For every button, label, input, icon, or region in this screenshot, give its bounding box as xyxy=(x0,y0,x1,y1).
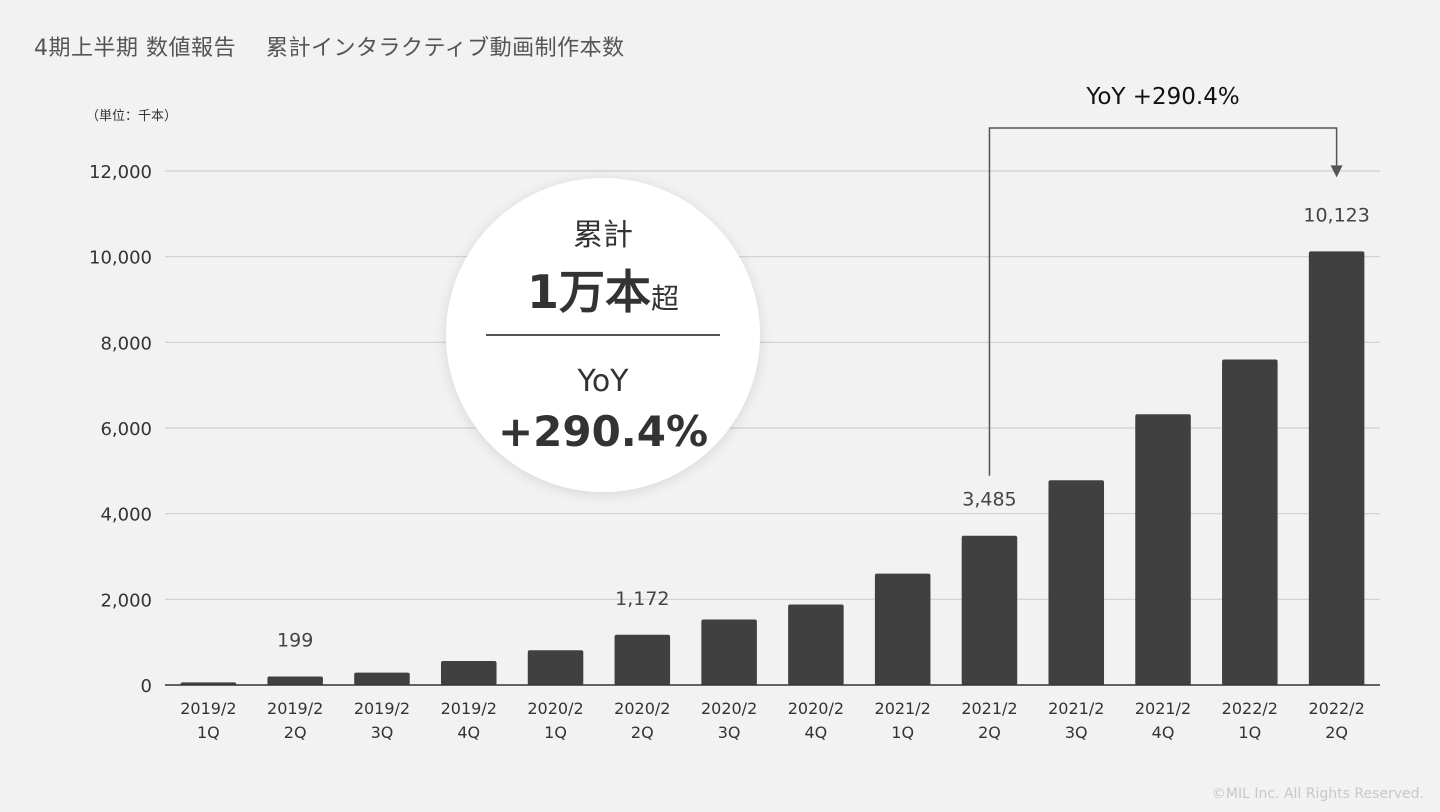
x-tick-label-year: 2020/2 xyxy=(701,699,757,718)
x-tick-label-quarter: 1Q xyxy=(1238,723,1261,742)
data-label: 199 xyxy=(277,629,313,651)
y-tick-label: 0 xyxy=(141,676,152,697)
badge-line-count: 1万本超 xyxy=(527,265,679,319)
x-tick-label-year: 2021/2 xyxy=(1135,699,1191,718)
x-tick-label-quarter: 2Q xyxy=(631,723,654,742)
bar xyxy=(788,604,844,685)
y-axis-ticks: 0 2,000 4,000 6,000 8,000 10,000 12,000 xyxy=(89,162,152,697)
y-tick-label: 2,000 xyxy=(100,590,152,611)
x-tick-label-quarter: 4Q xyxy=(457,723,480,742)
x-tick-label-year: 2021/2 xyxy=(1048,699,1104,718)
bars xyxy=(180,251,1365,685)
x-tick-label-quarter: 3Q xyxy=(371,723,394,742)
bar xyxy=(527,650,584,685)
x-tick-label-year: 2022/2 xyxy=(1308,699,1364,718)
x-tick-label-year: 2019/2 xyxy=(267,699,323,718)
y-tick-label: 8,000 xyxy=(100,333,152,354)
yoy-annotation-label: YoY +290.4% xyxy=(1085,84,1239,110)
x-tick-label-quarter: 1Q xyxy=(197,723,220,742)
bar xyxy=(267,676,323,685)
data-label: 10,123 xyxy=(1303,204,1369,226)
yoy-annotation: YoY +290.4% xyxy=(988,84,1343,476)
x-tick-label-quarter: 2Q xyxy=(284,723,307,742)
x-tick-label-quarter: 3Q xyxy=(718,723,741,742)
badge-line-yoy: YoY xyxy=(576,364,629,399)
x-axis-ticks: 2019/2 1Q 2019/2 2Q 2019/2 3Q 2019/2 4Q 2020/2 1Q… xyxy=(180,699,1365,742)
x-tick-label-quarter: 3Q xyxy=(1065,723,1088,742)
x-tick-label-year: 2020/2 xyxy=(788,699,844,718)
bar xyxy=(701,619,757,685)
summary-badge: 累計 1万本超 YoY +290.4% xyxy=(446,178,760,492)
bar xyxy=(354,672,410,685)
badge-line-cumulative: 累計 xyxy=(573,218,633,253)
x-tick-label-quarter: 1Q xyxy=(544,723,567,742)
x-tick-label-quarter: 4Q xyxy=(805,723,828,742)
x-tick-label-quarter: 4Q xyxy=(1152,723,1175,742)
x-tick-label-quarter: 2Q xyxy=(1325,723,1348,742)
badge-line-growth: +290.4% xyxy=(498,407,708,456)
data-label: 1,172 xyxy=(615,588,669,610)
bar xyxy=(614,634,671,685)
x-tick-label-year: 2019/2 xyxy=(354,699,410,718)
x-tick-label-year: 2022/2 xyxy=(1222,699,1278,718)
x-tick-label-quarter: 2Q xyxy=(978,723,1001,742)
badge-count-main: 1万本 xyxy=(527,265,651,319)
bar xyxy=(1048,480,1105,685)
bar xyxy=(1222,359,1278,685)
x-tick-label-quarter: 1Q xyxy=(891,723,914,742)
y-tick-label: 10,000 xyxy=(89,248,152,269)
data-labels: 199 1,172 3,485 10,123 xyxy=(277,204,1370,651)
x-tick-label-year: 2020/2 xyxy=(614,699,670,718)
yoy-bracket xyxy=(988,127,1338,476)
badge-count-suffix: 超 xyxy=(651,282,679,315)
x-tick-label-year: 2019/2 xyxy=(180,699,236,718)
x-tick-label-year: 2020/2 xyxy=(527,699,583,718)
y-tick-label: 4,000 xyxy=(100,505,152,526)
bar xyxy=(961,535,1018,685)
y-tick-label: 12,000 xyxy=(89,162,152,183)
x-tick-label-year: 2021/2 xyxy=(961,699,1017,718)
bar xyxy=(1135,414,1191,685)
x-tick-label-year: 2019/2 xyxy=(441,699,497,718)
x-tick-label-year: 2021/2 xyxy=(875,699,931,718)
grid-lines xyxy=(165,170,1380,600)
copyright-notice: ©MIL Inc. All Rights Reserved. xyxy=(1211,786,1424,802)
page-title: 4期上半期 数値報告 累計インタラクティブ動画制作本数 xyxy=(34,36,625,61)
y-tick-label: 6,000 xyxy=(100,419,152,440)
unit-label: （単位：千本） xyxy=(86,108,177,124)
bar xyxy=(1308,251,1365,685)
yoy-arrow-head xyxy=(1330,165,1343,178)
bar xyxy=(440,661,497,685)
data-label: 3,485 xyxy=(962,489,1016,511)
bar xyxy=(874,573,931,685)
